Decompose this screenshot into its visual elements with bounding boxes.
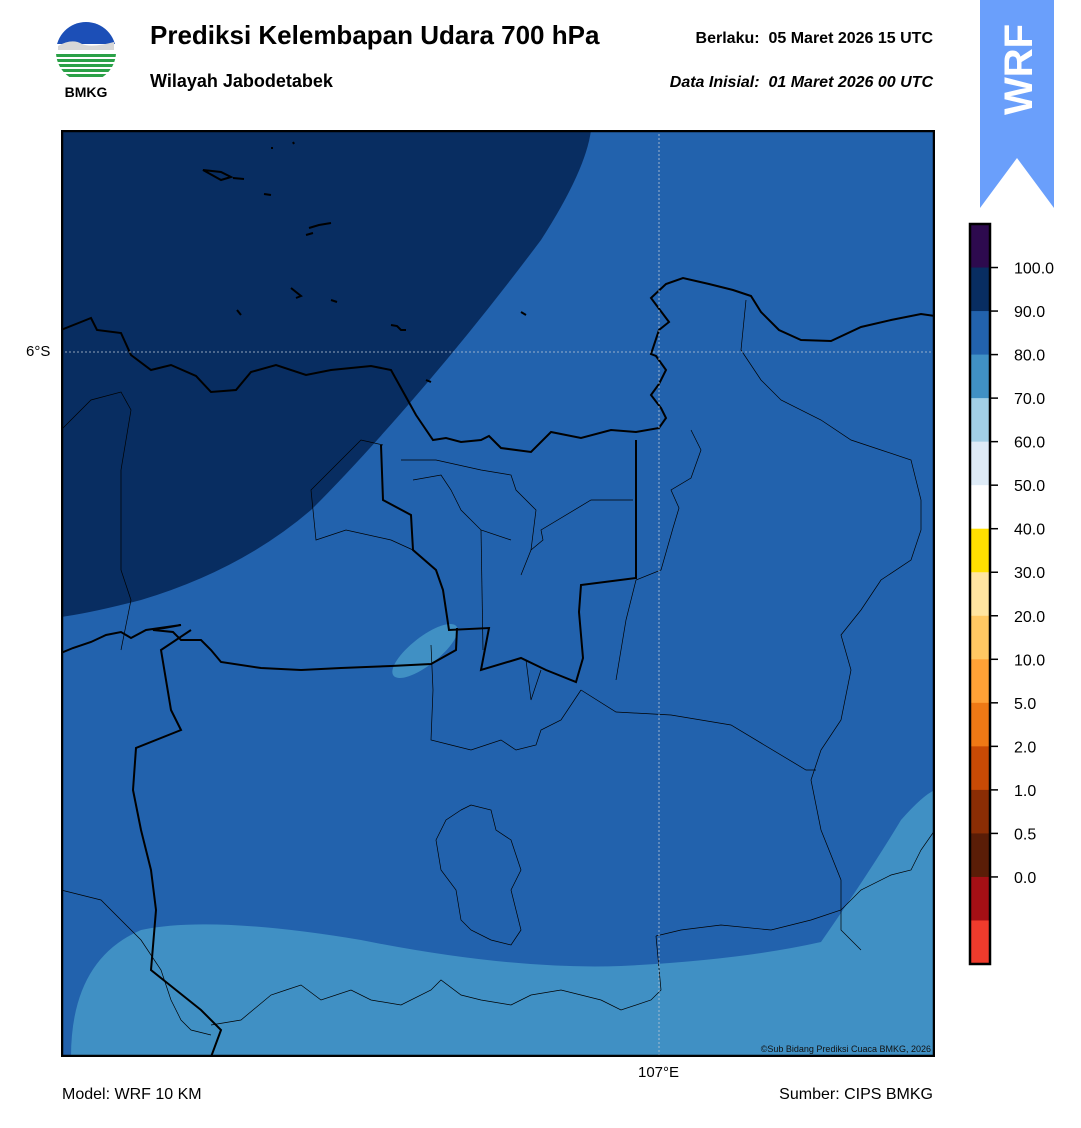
colorbar-tick-label: 90.0 (1014, 304, 1045, 321)
colorbar-swatch (970, 572, 990, 617)
colorbar-swatch (970, 398, 990, 443)
wrf-badge: WRF (980, 0, 1054, 208)
colorbar-tick-label: 0.5 (1014, 826, 1036, 843)
islands (202, 141, 527, 383)
regency-borders (61, 299, 935, 1036)
colorbar-swatch (970, 876, 990, 921)
colorbar-swatch (970, 702, 990, 747)
init-time-value: 01 Maret 2026 00 UTC (768, 74, 933, 91)
init-time: Data Inisial: 01 Maret 2026 00 UTC (670, 74, 933, 92)
credit-text: ©Sub Bidang Prediksi Cuaca BMKG, 2026 (760, 1044, 931, 1054)
lon-tick-label: 107°E (638, 1064, 680, 1081)
colorbar-tick-label: 50.0 (1014, 478, 1045, 495)
colorbar: 100.0 90.0 80.0 70.0 60.0 50.0 40.0 30.0 20.0 10.… (968, 222, 1054, 966)
model-info: Model: WRF 10 KM (62, 1086, 202, 1103)
humidity-70-80-region-south (71, 790, 935, 1057)
map-frame (61, 130, 935, 1057)
bmkg-logo: BMKG (56, 22, 116, 100)
colorbar-swatch (970, 528, 990, 573)
colorbar-swatch (970, 311, 990, 356)
colorbar-swatch (970, 354, 990, 399)
colorbar-tick-label: 60.0 (1014, 435, 1045, 452)
logo-text: BMKG (65, 84, 108, 100)
province-border (61, 624, 302, 671)
colorbar-swatches (970, 224, 990, 965)
province-border (300, 627, 458, 671)
page-title: Prediksi Kelembapan Udara 700 hPa (150, 20, 600, 50)
colorbar-swatch (970, 920, 990, 965)
init-time-label: Data Inisial: (669, 74, 760, 91)
wrf-badge-text: WRF (997, 24, 1041, 115)
colorbar-swatch (970, 485, 990, 530)
coastline (61, 276, 935, 454)
colorbar-frame (968, 222, 992, 966)
colorbar-tick-label: 100.0 (1014, 261, 1054, 278)
lat-tick-label: 6°S (26, 343, 51, 360)
colorbar-tick-label: 30.0 (1014, 565, 1045, 582)
province-border (380, 440, 637, 684)
colorbar-swatch (970, 789, 990, 834)
colorbar-swatch (970, 267, 990, 312)
valid-time-label: Berlaku: (695, 30, 760, 47)
colorbar-tick-label: 40.0 (1014, 522, 1045, 539)
colorbar-tick-label: 70.0 (1014, 391, 1045, 408)
page-subtitle: Wilayah Jabodetabek (150, 71, 333, 91)
colorbar-swatch (970, 659, 990, 704)
colorbar-swatch (970, 746, 990, 791)
colorbar-ticks: 100.0 90.0 80.0 70.0 60.0 50.0 40.0 30.0 20.0 10.… (990, 261, 1054, 887)
colorbar-tick-label: 5.0 (1014, 696, 1036, 713)
colorbar-swatch (970, 615, 990, 660)
colorbar-tick-label: 2.0 (1014, 739, 1036, 756)
colorbar-swatch (970, 833, 990, 878)
colorbar-swatch (970, 224, 990, 269)
province-border (131, 629, 223, 1057)
colorbar-tick-label: 80.0 (1014, 348, 1045, 365)
humidity-map (61, 130, 935, 1057)
colorbar-tick-label: 20.0 (1014, 609, 1045, 626)
valid-time: Berlaku: 05 Maret 2026 15 UTC (696, 30, 933, 48)
colorbar-swatch (970, 441, 990, 486)
humidity-90-100-region (61, 130, 591, 617)
valid-time-value: 05 Maret 2026 15 UTC (768, 30, 933, 47)
colorbar-tick-label: 10.0 (1014, 652, 1045, 669)
colorbar-tick-label: 1.0 (1014, 783, 1036, 800)
colorbar-tick-label: 0.0 (1014, 870, 1036, 887)
source-info: Sumber: CIPS BMKG (779, 1086, 933, 1103)
